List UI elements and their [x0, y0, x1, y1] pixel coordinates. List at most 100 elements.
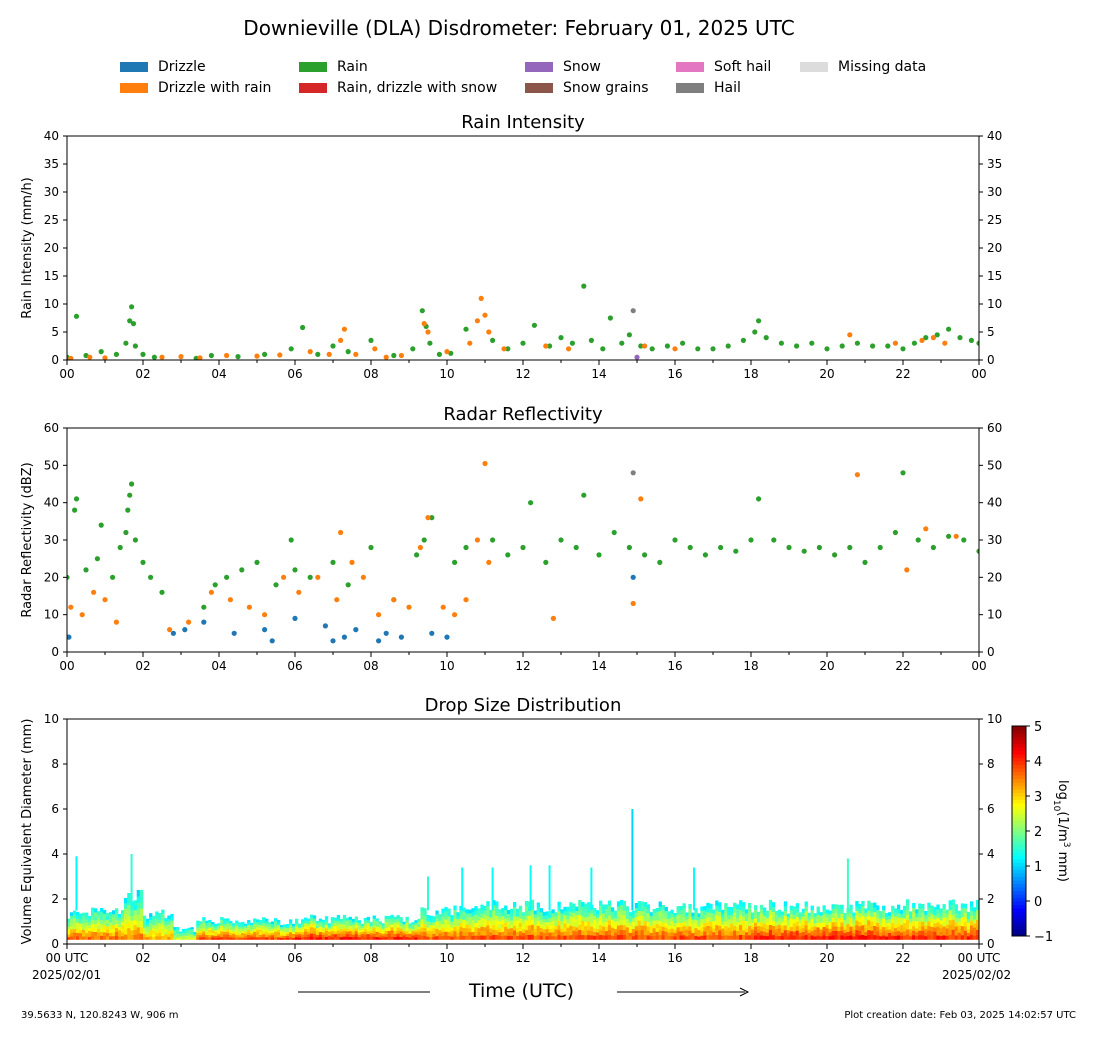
data-point — [102, 355, 108, 360]
heatmap-cell — [569, 925, 573, 931]
heatmap-cell — [342, 930, 347, 934]
heatmap-cell — [733, 916, 737, 922]
heatmap-cell — [939, 927, 943, 933]
heatmap-cell — [330, 917, 335, 921]
heatmap-cell — [554, 922, 558, 927]
heatmap-cell — [184, 934, 188, 936]
heatmap-cell — [372, 927, 376, 931]
y-tick-label: 30 — [987, 185, 1002, 199]
heatmap-cell — [976, 929, 980, 935]
heatmap-cell — [628, 922, 633, 927]
data-point — [376, 612, 382, 618]
data-point — [67, 634, 72, 640]
heatmap-cell — [408, 923, 412, 926]
heatmap-cell — [584, 926, 588, 931]
heatmap-cell — [298, 931, 302, 934]
heatmap-cell — [521, 925, 526, 930]
heatmap-cell — [327, 929, 332, 932]
heatmap-cell — [697, 936, 701, 940]
heatmap-cell — [127, 933, 131, 940]
heatmap-cell — [518, 905, 523, 911]
heatmap-cell — [127, 916, 131, 923]
data-point — [110, 574, 116, 580]
heatmap-cell — [801, 924, 805, 929]
heatmap-cell — [498, 913, 502, 918]
heatmap-cell — [339, 929, 344, 933]
heatmap-cell — [100, 908, 104, 913]
heatmap-cell — [634, 912, 639, 917]
heatmap-cell — [879, 928, 883, 933]
heatmap-cell — [664, 927, 668, 932]
heatmap-cell — [507, 913, 511, 918]
heatmap-cell — [253, 918, 257, 922]
heatmap-cell — [187, 933, 191, 936]
heatmap-cell — [664, 931, 668, 936]
heatmap-cell — [963, 908, 968, 913]
heatmap-cell — [813, 926, 817, 930]
heatmap-cell — [596, 917, 600, 922]
heatmap-cell — [733, 921, 737, 926]
heatmap-cell — [718, 906, 722, 912]
heatmap-cell — [414, 929, 418, 933]
heatmap-cell — [468, 913, 472, 918]
colorbar-segment — [1012, 897, 1026, 902]
heatmap-cell — [694, 935, 698, 940]
heatmap-cell — [193, 935, 197, 937]
heatmap-cell — [530, 914, 535, 920]
heatmap-cell — [861, 929, 865, 935]
x-tick-label: 18 — [743, 659, 758, 673]
heatmap-cell — [625, 922, 630, 928]
heatmap-cell — [721, 913, 725, 918]
y-tick-label: 4 — [987, 847, 995, 861]
data-point — [634, 354, 640, 360]
heatmap-cell — [924, 925, 928, 930]
data-point — [558, 335, 564, 341]
heatmap-cell — [262, 917, 266, 921]
heatmap-cell — [870, 912, 874, 917]
heatmap-cell — [220, 931, 224, 935]
heatmap-cell — [152, 933, 156, 937]
colorbar-segment — [1012, 834, 1026, 839]
heatmap-cell — [244, 925, 248, 928]
heatmap-cell — [724, 930, 728, 936]
heatmap-cell — [762, 907, 767, 912]
heatmap-cell — [948, 905, 952, 911]
heatmap-cell — [304, 923, 308, 926]
heatmap-cell — [822, 905, 826, 910]
heatmap-cell — [590, 909, 594, 914]
heatmap-cell — [906, 929, 910, 935]
heatmap-cell — [277, 920, 281, 923]
heatmap-cell — [718, 902, 722, 908]
heatmap-cell — [643, 925, 647, 931]
heatmap-cell — [152, 936, 156, 940]
heatmap-cell — [292, 929, 296, 932]
heatmap-cell — [676, 935, 680, 940]
heatmap-cell — [205, 920, 209, 924]
heatmap-cell — [792, 923, 796, 928]
heatmap-cell — [292, 937, 296, 940]
colorbar-segment — [1012, 845, 1026, 849]
heatmap-cell — [223, 921, 227, 924]
heatmap-cell — [948, 934, 952, 940]
heatmap-cell — [73, 921, 77, 926]
heatmap-cell — [450, 933, 454, 937]
heatmap-cell — [578, 909, 582, 916]
heatmap-cell — [643, 916, 647, 922]
heatmap-cell — [903, 910, 907, 915]
heatmap-cell — [268, 935, 272, 938]
heatmap-cell — [121, 910, 125, 915]
heatmap-cell — [807, 912, 811, 917]
data-point — [486, 559, 492, 566]
heatmap-cell — [417, 936, 421, 940]
heatmap-cell — [843, 922, 847, 927]
heatmap-cell — [864, 935, 868, 940]
heatmap-cell — [289, 924, 293, 928]
heatmap-cell — [631, 914, 636, 919]
heatmap-cell — [474, 922, 478, 928]
heatmap-cell — [450, 930, 454, 934]
heatmap-cell — [876, 918, 880, 923]
heatmap-cell — [253, 926, 257, 930]
heatmap-cell — [375, 921, 379, 924]
heatmap-cell — [777, 920, 782, 925]
heatmap-cell — [560, 920, 564, 925]
